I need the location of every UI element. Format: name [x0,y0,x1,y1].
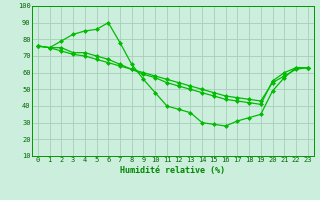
X-axis label: Humidité relative (%): Humidité relative (%) [120,166,225,175]
